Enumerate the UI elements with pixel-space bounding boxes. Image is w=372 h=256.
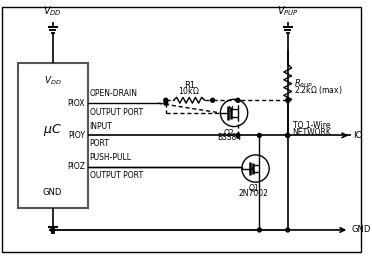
Text: $V_{DD}$: $V_{DD}$: [43, 5, 62, 18]
Text: 10k$\Omega$: 10k$\Omega$: [179, 85, 200, 96]
Circle shape: [164, 101, 168, 105]
Text: TO 1-Wire: TO 1-Wire: [292, 121, 330, 130]
Text: $V_{PUP}$: $V_{PUP}$: [277, 5, 299, 18]
Text: $V_{DD}$: $V_{DD}$: [44, 74, 61, 87]
Circle shape: [286, 98, 290, 102]
Text: Q1: Q1: [248, 184, 259, 193]
Text: 2N7002: 2N7002: [238, 189, 269, 198]
Text: OUTPUT PORT: OUTPUT PORT: [90, 172, 143, 180]
Text: BSS84: BSS84: [217, 133, 241, 142]
Circle shape: [286, 133, 290, 137]
Circle shape: [257, 228, 262, 232]
Text: GND: GND: [351, 226, 371, 234]
Circle shape: [286, 228, 290, 232]
Bar: [17, 63, 88, 208]
Circle shape: [236, 133, 240, 137]
Text: GND: GND: [43, 188, 62, 197]
Text: IO: IO: [353, 131, 363, 140]
Text: PIOX: PIOX: [67, 99, 85, 108]
Circle shape: [211, 98, 215, 102]
Text: PIOY: PIOY: [68, 131, 85, 140]
Circle shape: [51, 228, 55, 232]
Text: OUTPUT PORT: OUTPUT PORT: [90, 108, 143, 117]
Circle shape: [286, 133, 290, 137]
Text: R1: R1: [184, 81, 195, 91]
Circle shape: [236, 98, 240, 102]
Text: NETWORK: NETWORK: [292, 128, 331, 137]
Text: PORT: PORT: [90, 139, 110, 148]
Text: 2.2k$\Omega$ (max): 2.2k$\Omega$ (max): [294, 84, 342, 97]
Text: Q2: Q2: [224, 129, 234, 137]
Text: INPUT: INPUT: [90, 122, 112, 132]
Text: $\mu C$: $\mu C$: [43, 122, 62, 138]
Circle shape: [257, 133, 262, 137]
Circle shape: [164, 98, 168, 102]
Text: PIOZ: PIOZ: [67, 162, 85, 171]
Text: $R_{PUP}$: $R_{PUP}$: [294, 77, 313, 90]
Text: PUSH-PULL: PUSH-PULL: [90, 153, 132, 162]
Text: OPEN-DRAIN: OPEN-DRAIN: [90, 89, 138, 98]
